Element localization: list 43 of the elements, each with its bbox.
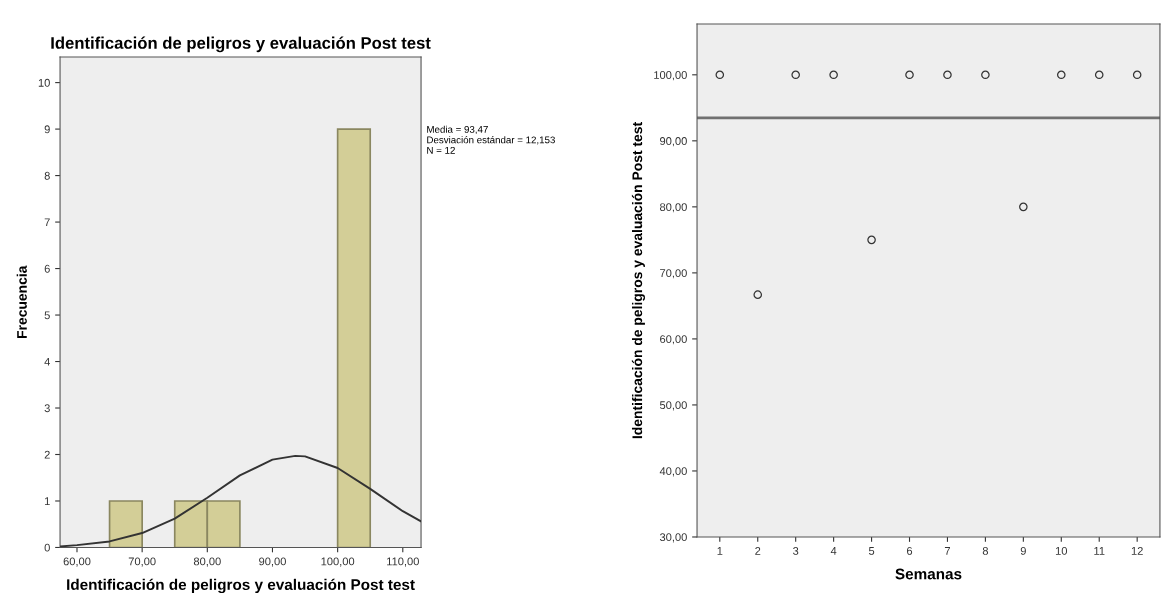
y-tick-label: 9 — [44, 125, 50, 134]
y-tick-label: 40,00 — [659, 467, 687, 477]
y-tick-label: 60,00 — [660, 335, 687, 345]
y-axis-title: Frecuencia — [16, 265, 27, 338]
chart-title: Identificación de peligros y evaluación Post test — [51, 36, 431, 53]
x-tick-label: 9 — [1020, 547, 1026, 555]
x-tick-label: 100,00 — [321, 557, 355, 567]
x-tick-label: 6 — [906, 547, 913, 555]
y-tick-label: 6 — [44, 264, 50, 273]
x-tick-label: 10 — [1055, 547, 1068, 555]
y-tick-label: 4 — [44, 357, 50, 366]
x-tick-label: 8 — [982, 547, 989, 555]
y-tick-label: 3 — [44, 404, 50, 413]
text: Media = 93,47 Desviación estándar = 12,153 N = 12 — [427, 125, 555, 154]
y-tick-label: 0 — [44, 543, 50, 552]
y-tick-label: 7 — [44, 218, 50, 227]
x-tick-label: 80,00 — [193, 557, 221, 567]
x-tick-label: 1 — [717, 547, 723, 555]
y-tick-label: 5 — [44, 311, 50, 320]
y-tick-label: 1 — [45, 497, 50, 506]
y-tick-label: 90,00 — [660, 137, 687, 147]
x-tick-label: 7 — [944, 547, 950, 555]
x-axis-title: Identificación de peligros y evaluación Post test — [67, 578, 415, 594]
y-axis-title: Identificación de peligros y evaluación Post test — [631, 122, 645, 439]
y-tick-label: 100,00 — [654, 71, 687, 81]
x-tick-label: 3 — [793, 547, 799, 555]
x-tick-label: 11 — [1094, 547, 1105, 555]
y-tick-label: 50,00 — [659, 401, 687, 411]
y-tick-label: 10 — [38, 78, 50, 87]
x-tick-label: 5 — [868, 547, 875, 555]
x-axis-title: Semanas — [895, 568, 962, 580]
x-tick-label: 12 — [1131, 547, 1143, 555]
y-tick-label: 70,00 — [660, 269, 687, 279]
x-tick-label: 4 — [830, 547, 837, 555]
y-tick-label: 30,00 — [659, 533, 687, 543]
x-tick-label: 110,00 — [387, 557, 419, 567]
x-tick-label: 90,00 — [259, 557, 286, 567]
y-tick-label: 80,00 — [659, 203, 687, 213]
x-tick-label: 70,00 — [128, 557, 156, 567]
y-tick-label: 2 — [44, 450, 50, 459]
x-tick-label: 2 — [755, 547, 761, 555]
x-tick-label: 60,00 — [63, 557, 91, 567]
y-tick-label: 8 — [44, 171, 50, 180]
